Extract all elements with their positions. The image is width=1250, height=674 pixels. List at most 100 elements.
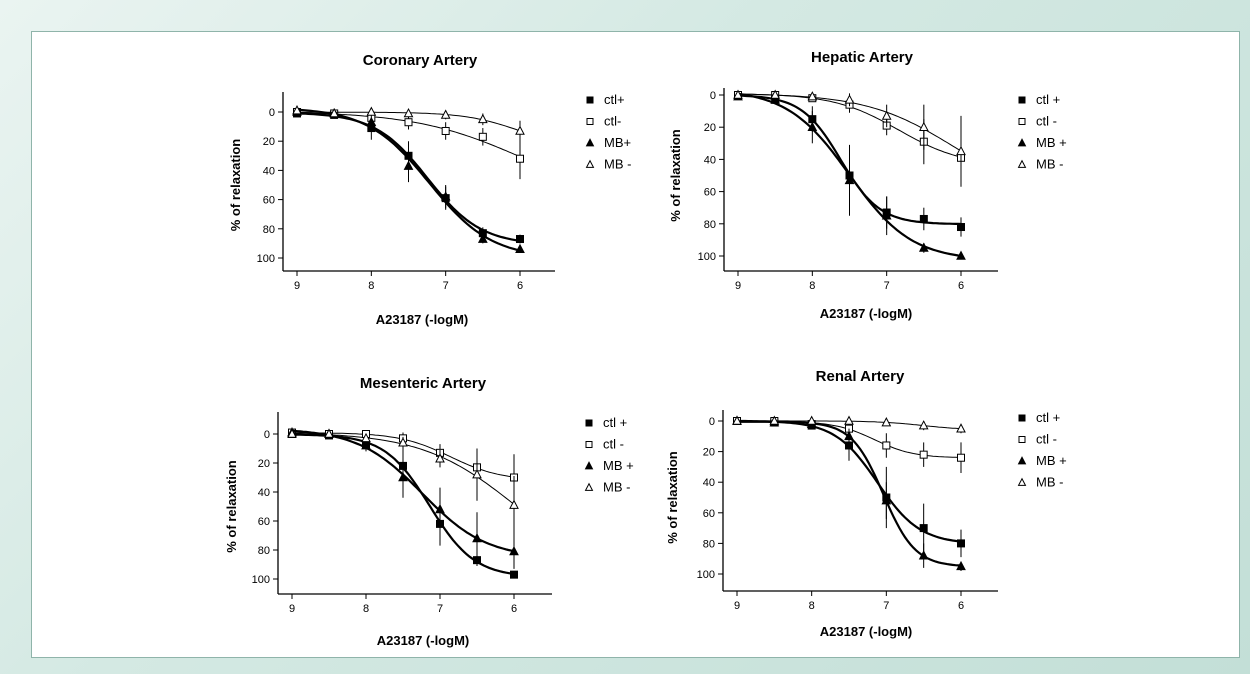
y-tick-label: 40 xyxy=(703,477,715,489)
data-point xyxy=(404,118,413,127)
y-axis-label: % of relaxation xyxy=(668,129,683,222)
y-tick-label: 20 xyxy=(258,458,270,470)
y-axis-label: % of relaxation xyxy=(224,460,239,553)
legend-marker-ctl xyxy=(1018,118,1026,125)
y-tick-label: 80 xyxy=(263,224,275,236)
chart-mesenteric-artery: Mesenteric Artery A23187 (-logM) % of rela… xyxy=(224,375,634,648)
data-point xyxy=(770,89,781,99)
series-mb xyxy=(732,415,966,434)
x-tick-label: 6 xyxy=(958,280,964,292)
data-point xyxy=(509,545,519,556)
data-point xyxy=(366,116,377,127)
data-point xyxy=(918,550,929,560)
data-point xyxy=(807,121,818,132)
legend-marker-ctl xyxy=(586,96,594,104)
chart-title: Mesenteric Artery xyxy=(360,375,487,392)
data-point xyxy=(516,235,524,244)
legend-label: ctl + xyxy=(603,415,627,430)
y-axis-label: % of relaxation xyxy=(665,451,680,544)
data-point xyxy=(441,126,450,135)
legend-marker-ctl xyxy=(1018,436,1026,443)
legend-label: ctl + xyxy=(1036,410,1060,425)
data-point xyxy=(324,428,334,438)
data-point xyxy=(435,503,445,514)
series-mb xyxy=(292,105,525,142)
data-point xyxy=(770,94,781,104)
x-tick-label: 8 xyxy=(363,603,369,615)
data-point xyxy=(398,472,408,482)
chart-title: Coronary Artery xyxy=(363,52,478,69)
data-point xyxy=(361,440,371,450)
data-point xyxy=(957,223,965,232)
x-tick-label: 8 xyxy=(809,280,815,292)
data-point xyxy=(881,495,892,505)
y-tick-label: 40 xyxy=(263,165,275,177)
data-point xyxy=(515,243,525,254)
series-mb xyxy=(733,89,966,187)
legend-label: ctl - xyxy=(603,437,624,452)
legend-label: ctl + xyxy=(1036,92,1060,107)
legend-marker-ctl xyxy=(586,118,594,125)
legend-marker-ctl xyxy=(585,441,593,448)
data-point xyxy=(398,437,408,447)
legend-label: MB + xyxy=(603,458,634,473)
series-mb xyxy=(287,428,519,535)
data-point xyxy=(769,415,780,425)
y-tick-label: 80 xyxy=(703,538,715,550)
data-point xyxy=(957,453,965,462)
data-point xyxy=(435,453,445,463)
data-point xyxy=(292,105,302,115)
y-tick-label: 80 xyxy=(258,545,270,557)
y-tick-label: 20 xyxy=(263,136,275,148)
data-point xyxy=(366,106,377,116)
y-tick-label: 0 xyxy=(709,416,715,428)
legend-label: MB - xyxy=(603,480,630,495)
data-point xyxy=(361,432,371,443)
legend-marker-ctl xyxy=(585,419,593,427)
data-point xyxy=(956,145,966,156)
legend-marker-mb xyxy=(584,482,594,491)
legend-marker-mb xyxy=(1017,159,1027,168)
data-point xyxy=(881,210,892,220)
data-point xyxy=(844,415,854,425)
data-point xyxy=(806,415,817,425)
data-point xyxy=(881,110,892,120)
legend-marker-ctl xyxy=(1018,96,1026,104)
chart-renal-artery: Renal Artery A23187 (-logM) % of relaxatio… xyxy=(665,368,1067,639)
chart-hepatic-artery: Hepatic Artery A23187 (-logM) % of relaxat… xyxy=(668,49,1067,321)
data-point xyxy=(477,233,488,243)
x-tick-label: 9 xyxy=(734,600,740,612)
x-tick-label: 6 xyxy=(511,603,517,615)
legend-marker-mb xyxy=(1017,138,1027,147)
data-point xyxy=(919,214,928,223)
series-mb xyxy=(732,415,966,571)
data-point xyxy=(516,154,524,163)
data-point xyxy=(472,532,482,543)
legend-label: MB - xyxy=(604,157,631,172)
x-tick-label: 7 xyxy=(437,603,443,615)
legend-label: ctl+ xyxy=(604,92,625,107)
y-tick-label: 60 xyxy=(263,195,275,207)
legend-label: ctl - xyxy=(1036,114,1057,129)
data-point xyxy=(472,469,482,479)
y-tick-label: 60 xyxy=(704,187,716,199)
x-tick-label: 7 xyxy=(884,280,890,292)
y-tick-label: 80 xyxy=(704,219,716,231)
y-tick-label: 40 xyxy=(704,154,716,166)
y-tick-label: 0 xyxy=(710,90,716,102)
data-point xyxy=(509,499,519,509)
legend-label: MB - xyxy=(1036,475,1063,490)
data-point xyxy=(882,441,891,450)
data-point xyxy=(957,539,965,548)
data-point xyxy=(477,113,488,124)
y-tick-label: 100 xyxy=(697,569,715,581)
x-tick-label: 9 xyxy=(735,280,741,292)
x-tick-label: 9 xyxy=(289,603,295,615)
data-point xyxy=(844,430,854,441)
y-tick-label: 0 xyxy=(264,429,270,441)
legend-marker-mb xyxy=(1017,477,1027,486)
x-axis-label: A23187 (-logM) xyxy=(376,312,468,327)
data-point xyxy=(918,420,929,430)
data-point xyxy=(732,415,742,425)
